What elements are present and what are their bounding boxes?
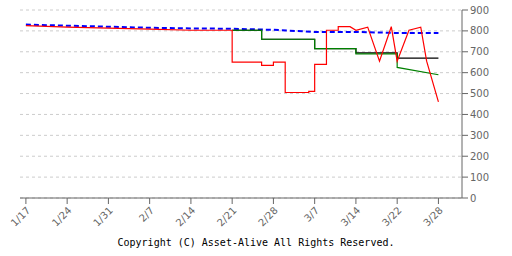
svg-text:700: 700: [470, 46, 489, 57]
svg-text:500: 500: [470, 88, 489, 99]
svg-text:2/21: 2/21: [215, 205, 239, 229]
html-text:Copyright (C) Asset-Alive All: Copyright (C) Asset-Alive All Rights Res…: [117, 237, 395, 248]
svg-text:3/28: 3/28: [421, 205, 445, 229]
svg-text:0: 0: [470, 193, 476, 204]
svg-text:900: 900: [470, 5, 489, 16]
svg-text:3/22: 3/22: [380, 205, 404, 229]
svg-text:400: 400: [470, 109, 489, 120]
svg-text:100: 100: [470, 172, 489, 183]
svg-text:2/28: 2/28: [256, 205, 280, 229]
svg-text:2/7: 2/7: [137, 205, 156, 224]
svg-text:3/14: 3/14: [339, 205, 363, 229]
svg-text:1/17: 1/17: [9, 205, 33, 229]
svg-text:2/14: 2/14: [174, 205, 198, 229]
svg-text:1/31: 1/31: [91, 205, 115, 229]
svg-text:600: 600: [470, 67, 489, 78]
svg-text:1/24: 1/24: [50, 205, 74, 229]
svg-text:3/7: 3/7: [302, 205, 321, 224]
svg-text:200: 200: [470, 151, 489, 162]
svg-text:800: 800: [470, 25, 489, 36]
svg-text:300: 300: [470, 130, 489, 141]
